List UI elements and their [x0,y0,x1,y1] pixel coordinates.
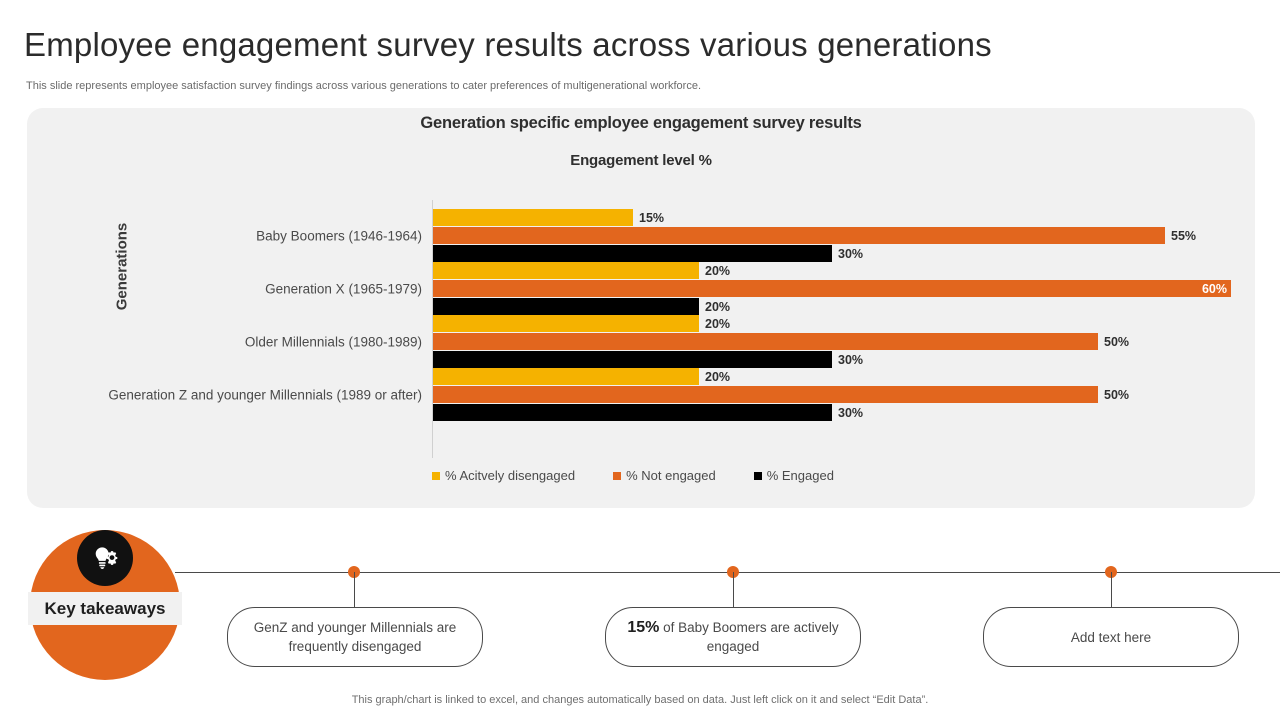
chart-panel: Generation specific employee engagement … [27,108,1255,508]
key-takeaways-badge: Key takeaways [28,592,182,625]
takeaway-text-2-wrapper: 15% of Baby Boomers are actively engaged [620,618,846,656]
bar-row: 55% [433,227,1196,244]
legend-item[interactable]: % Acitvely disengaged [432,468,575,483]
bar [433,298,699,315]
legend-label: % Not engaged [626,468,716,483]
bar-value-label: 60% [1201,281,1227,296]
bar [433,404,832,421]
bar-row: 15% [433,209,664,226]
bar [433,280,1231,297]
bar [433,209,633,226]
legend-label: % Engaged [766,468,834,483]
category-label: Baby Boomers (1946-1964) [256,228,422,243]
bar-row: 50% [433,333,1129,350]
bar-row: 20% [433,315,730,332]
y-axis-title: Generations [113,222,131,311]
bar-value-label: 30% [838,246,864,261]
bar-value-label: 30% [838,405,864,420]
bar-group: Baby Boomers (1946-1964) 15% 55% 30% [256,209,1230,262]
legend-swatch [613,471,622,480]
bar-value-label: 15% [639,210,665,225]
y-axis-line [432,200,433,458]
legend-swatch [753,471,762,480]
bar [433,351,832,368]
bar [433,227,1165,244]
bar-row: 30% [433,245,863,262]
takeaway-text-1: GenZ and younger Millennials are frequen… [253,620,457,654]
category-label: Generation X (1965-1979) [265,281,422,296]
bar-row: 50% [433,386,1129,403]
bar-row: 30% [433,404,863,421]
chart-subtitle: Engagement level % [570,152,712,169]
bar-value-label: 50% [1104,387,1130,402]
category-label: Generation Z and younger Millennials (19… [108,387,422,402]
takeaway-stem-3 [1111,572,1112,610]
page-title: Employee engagement survey results acros… [24,26,992,63]
takeaway-stem-1 [354,572,355,610]
legend-swatch [432,471,440,480]
takeaway-stem-2 [733,572,734,610]
bar-group: Generation X (1965-1979) 20% 60% 20% [265,262,1231,315]
chart-legend: % Acitvely disengaged % Not engaged % Enga… [432,468,1230,483]
takeaway-text-3: Add text here [1070,629,1152,645]
takeaway-text-2: of Baby Boomers are actively engaged [659,620,839,654]
takeaway-callout-3[interactable]: Add text here [983,607,1239,667]
bar-value-label: 50% [1104,334,1130,349]
bar-value-label: 30% [838,352,864,367]
takeaway-callout-2[interactable]: 15% of Baby Boomers are actively engaged [605,607,861,667]
bar [433,262,699,279]
takeaway-highlight-2: 15% [627,619,660,636]
page-subtitle: This slide represents employee satisfact… [26,80,701,92]
bar-row: 20% [433,262,730,279]
bar-value-label: 20% [705,263,731,278]
lightbulb-gear-icon [77,530,133,586]
bar [433,386,1098,403]
legend-item[interactable]: % Engaged [753,468,834,483]
chart-title: Generation specific employee engagement … [420,114,862,132]
bar-value-label: 55% [1171,228,1197,243]
bar-value-label: 20% [705,316,731,331]
bar [433,368,699,385]
takeaway-callout-1[interactable]: GenZ and younger Millennials are frequen… [227,607,483,667]
bar-group: Older Millennials (1980-1989) 20% 50% 30% [245,315,1230,368]
legend-label: % Acitvely disengaged [445,468,576,483]
key-takeaways-label: Key takeaways [44,598,166,618]
bar [433,315,699,332]
bar [433,333,1098,350]
footer-note: This graph/chart is linked to excel, and… [351,694,929,706]
bar-row: 60% [433,280,1231,297]
bar-value-label: 20% [705,299,731,314]
bar-value-label: 20% [705,369,731,384]
bar-group: Generation Z and younger Millennials (19… [108,368,1230,421]
bar-row: 20% [433,368,730,385]
bar [433,245,832,262]
legend-item[interactable]: % Not engaged [613,468,716,483]
bar-row: 20% [433,298,730,315]
plot-area: Baby Boomers (1946-1964) 15% 55% 30% Generat… [108,200,1231,458]
category-label: Older Millennials (1980-1989) [244,334,422,349]
bar-row: 30% [433,351,863,368]
